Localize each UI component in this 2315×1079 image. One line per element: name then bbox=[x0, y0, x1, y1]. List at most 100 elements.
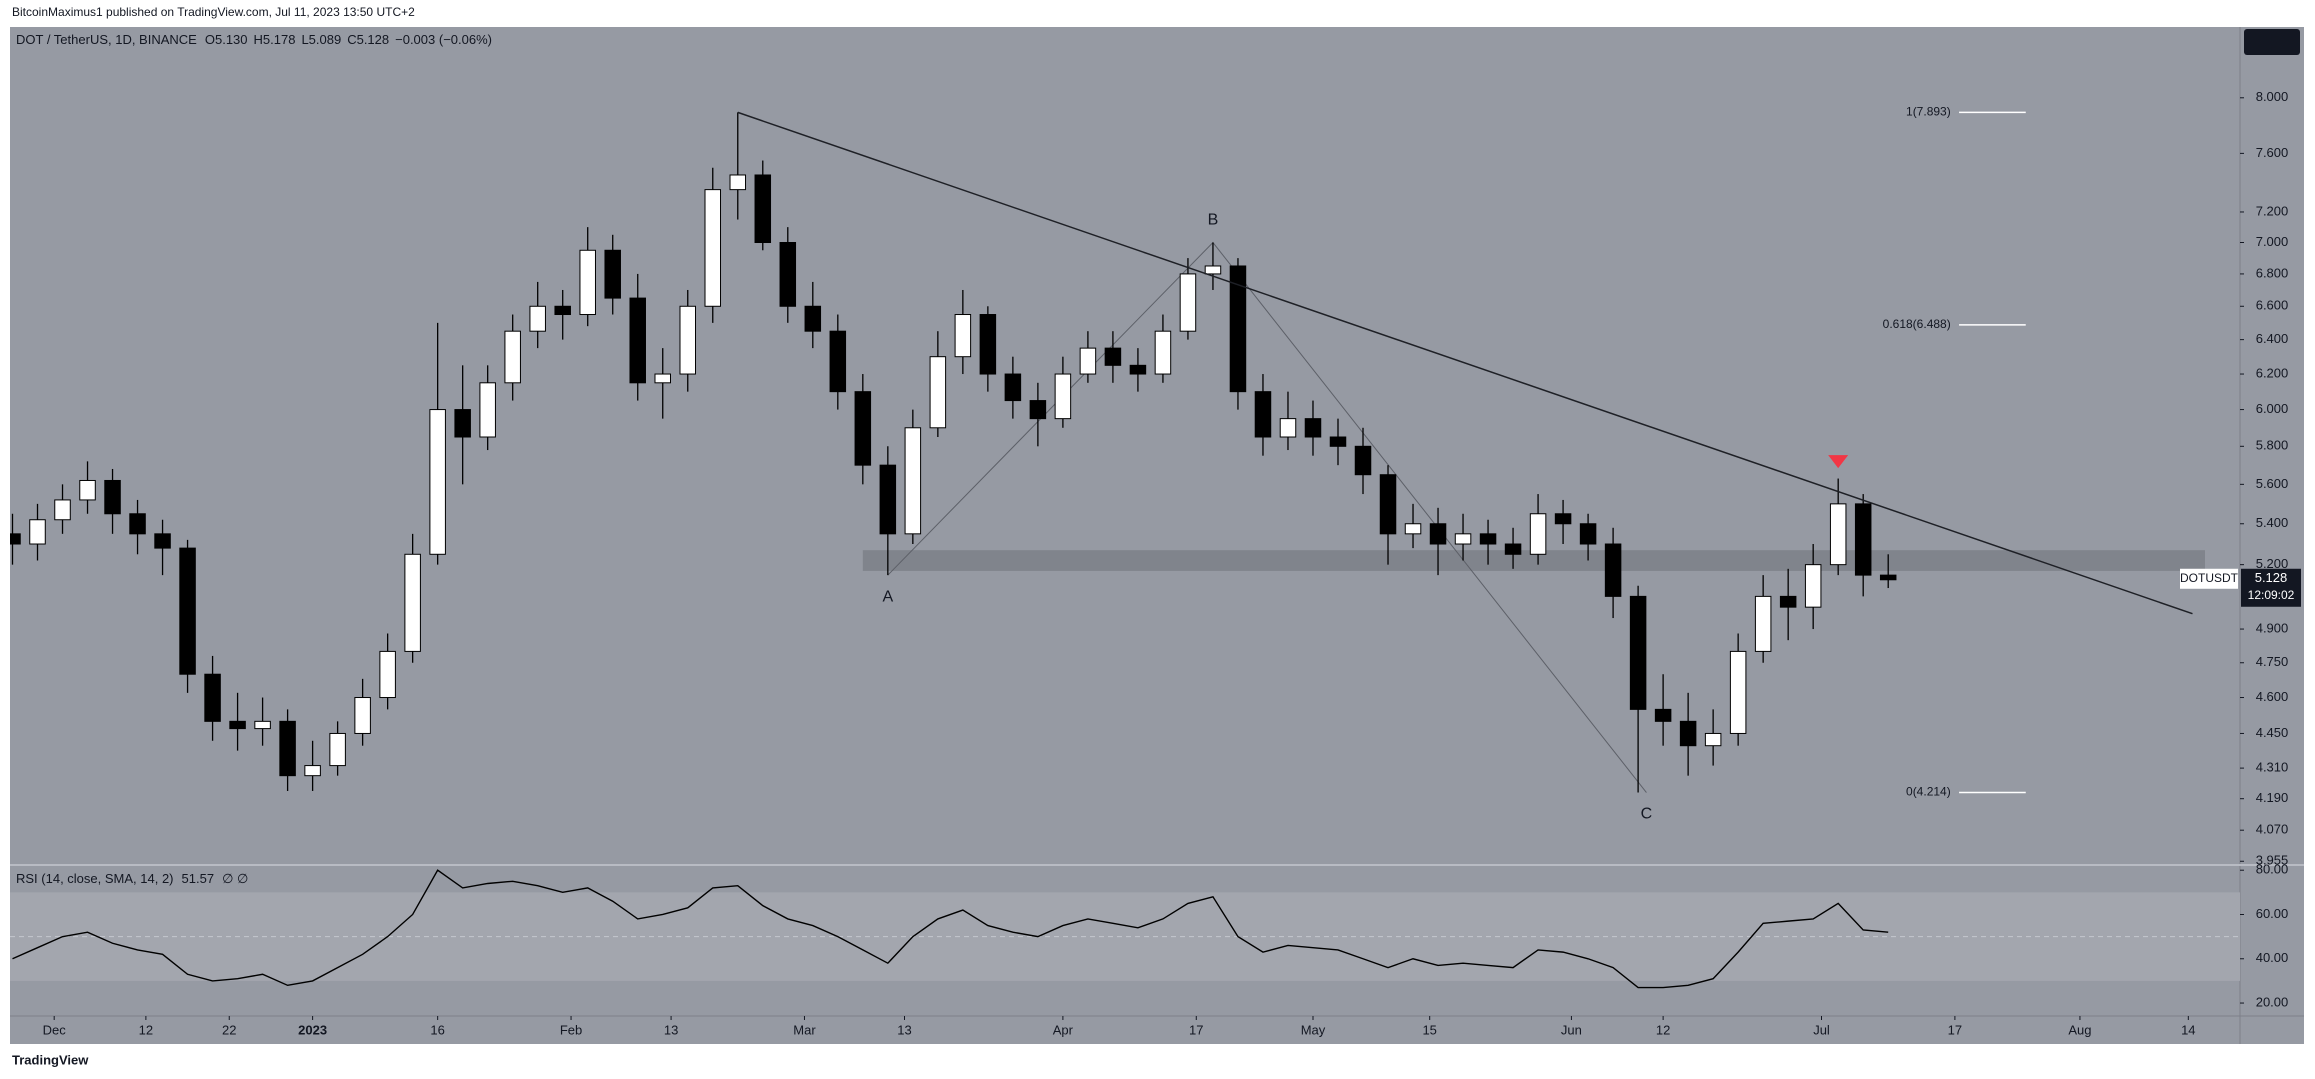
fib-label: 1(7.893) bbox=[1906, 105, 1951, 119]
candle-body bbox=[729, 174, 747, 191]
candle-body bbox=[679, 305, 697, 375]
signal-marker bbox=[1828, 455, 1849, 469]
fib-label: 0.618(6.488) bbox=[1883, 317, 1951, 331]
candle-body bbox=[1179, 273, 1197, 332]
rsi-legend: RSI (14, close, SMA, 14, 2) 51.57 ∅ ∅ bbox=[16, 871, 248, 886]
candle-body bbox=[279, 720, 296, 777]
settings-button[interactable] bbox=[2244, 29, 2300, 55]
countdown: 12:09:02 bbox=[2248, 588, 2295, 602]
x-tick-label: 13 bbox=[897, 1022, 911, 1037]
candle-body bbox=[379, 650, 396, 699]
ohlc: C5.128 bbox=[347, 32, 389, 47]
candle-body bbox=[804, 305, 822, 332]
rsi-title: RSI (14, close, SMA, 14, 2) bbox=[16, 871, 174, 886]
candle-body bbox=[1354, 445, 1372, 476]
ohlc: H5.178 bbox=[254, 32, 296, 47]
candle-body bbox=[404, 553, 421, 652]
candle-body bbox=[10, 533, 21, 545]
y-tick-label: 7.600 bbox=[2256, 145, 2289, 160]
rsi-tick-label: 40.00 bbox=[2256, 950, 2289, 965]
candle-body bbox=[454, 409, 471, 438]
y-tick-label: 4.190 bbox=[2256, 790, 2289, 805]
price-box bbox=[2241, 568, 2301, 607]
candle-body bbox=[1879, 574, 1897, 581]
candle-body bbox=[329, 732, 346, 767]
x-tick-label: Dec bbox=[43, 1022, 67, 1037]
y-tick-label: 4.600 bbox=[2256, 689, 2289, 704]
chart-background bbox=[10, 27, 2304, 1044]
candle-body bbox=[954, 314, 972, 358]
publisher: BitcoinMaximus1 published on TradingView… bbox=[12, 5, 415, 19]
candle-body bbox=[579, 249, 596, 316]
y-tick-label: 3.955 bbox=[2256, 853, 2289, 868]
x-tick-label: 13 bbox=[664, 1022, 678, 1037]
y-tick-label: 8.000 bbox=[2256, 89, 2289, 104]
candle-body bbox=[229, 720, 246, 730]
price-pane: 1(7.893) 0.618(6.488) 0(4.214) A B C bbox=[10, 105, 2205, 823]
candle-body bbox=[129, 513, 146, 535]
candle-body bbox=[929, 356, 947, 429]
legend: DOT / TetherUS, 1D, BINANCE O5.130 H5.178 L… bbox=[16, 32, 492, 47]
y-tick-label: 7.000 bbox=[2256, 234, 2289, 249]
candle-body bbox=[79, 479, 96, 501]
candle-body bbox=[1579, 523, 1597, 545]
candle-body bbox=[154, 533, 171, 549]
y-tick-label: 5.400 bbox=[2256, 515, 2289, 530]
candle-body bbox=[1129, 364, 1147, 375]
candle-body bbox=[204, 673, 221, 722]
y-tick-label: 4.310 bbox=[2256, 760, 2289, 775]
price-label: 5.128 bbox=[2255, 570, 2288, 585]
candle-body bbox=[1829, 503, 1847, 566]
candle-body bbox=[1454, 533, 1472, 545]
candle-body bbox=[754, 174, 772, 244]
y-tick-label: 6.000 bbox=[2256, 401, 2289, 416]
candle-body bbox=[1704, 732, 1722, 747]
candle-body bbox=[1329, 436, 1347, 447]
candle-body bbox=[979, 314, 997, 375]
candle-body bbox=[1804, 564, 1822, 608]
candle-body bbox=[1304, 418, 1322, 438]
candle-body bbox=[879, 464, 897, 535]
candle-body bbox=[704, 189, 722, 307]
candle-body bbox=[1779, 595, 1797, 608]
x-tick-label: Jul bbox=[1813, 1022, 1830, 1037]
candle-body bbox=[1154, 330, 1172, 375]
candle-body bbox=[1654, 708, 1672, 722]
y-tick-label: 5.800 bbox=[2256, 438, 2289, 453]
candle-body bbox=[1254, 391, 1272, 438]
candle-body bbox=[1104, 347, 1122, 366]
ohlc: L5.089 bbox=[301, 32, 341, 47]
y-tick-label: 6.800 bbox=[2256, 265, 2289, 280]
candle-body bbox=[254, 720, 271, 730]
x-tick-label: May bbox=[1301, 1022, 1326, 1037]
x-tick-label: Apr bbox=[1053, 1022, 1074, 1037]
x-tick-label: Feb bbox=[560, 1022, 582, 1037]
candle-body bbox=[829, 330, 847, 393]
candle-body bbox=[854, 391, 872, 466]
candle-body bbox=[504, 330, 521, 384]
candle-body bbox=[1404, 523, 1422, 535]
y-tick-label: 6.200 bbox=[2256, 365, 2289, 380]
wave-label: C bbox=[1641, 806, 1653, 823]
candle-body bbox=[604, 249, 621, 299]
x-tick-label: 2023 bbox=[298, 1022, 327, 1037]
ticker: DOTUSDT bbox=[2180, 571, 2239, 585]
y-tick-label: 4.450 bbox=[2256, 725, 2289, 740]
x-tick-label: 12 bbox=[139, 1022, 153, 1037]
candle-body bbox=[554, 305, 571, 316]
candle-body bbox=[1604, 543, 1622, 597]
x-tick-label: Mar bbox=[793, 1022, 816, 1037]
y-tick-label: 4.070 bbox=[2256, 822, 2289, 837]
y-tick-label: 4.750 bbox=[2256, 654, 2289, 669]
candle-body bbox=[479, 382, 496, 438]
candle-body bbox=[1479, 533, 1497, 545]
y-tick-label: 5.600 bbox=[2256, 476, 2289, 491]
ticker-box bbox=[2180, 568, 2238, 589]
candle-body bbox=[179, 547, 196, 675]
candle-body bbox=[1279, 418, 1297, 438]
candle-body bbox=[1204, 265, 1222, 275]
candle-body bbox=[1554, 513, 1572, 525]
candle-body bbox=[779, 242, 797, 307]
